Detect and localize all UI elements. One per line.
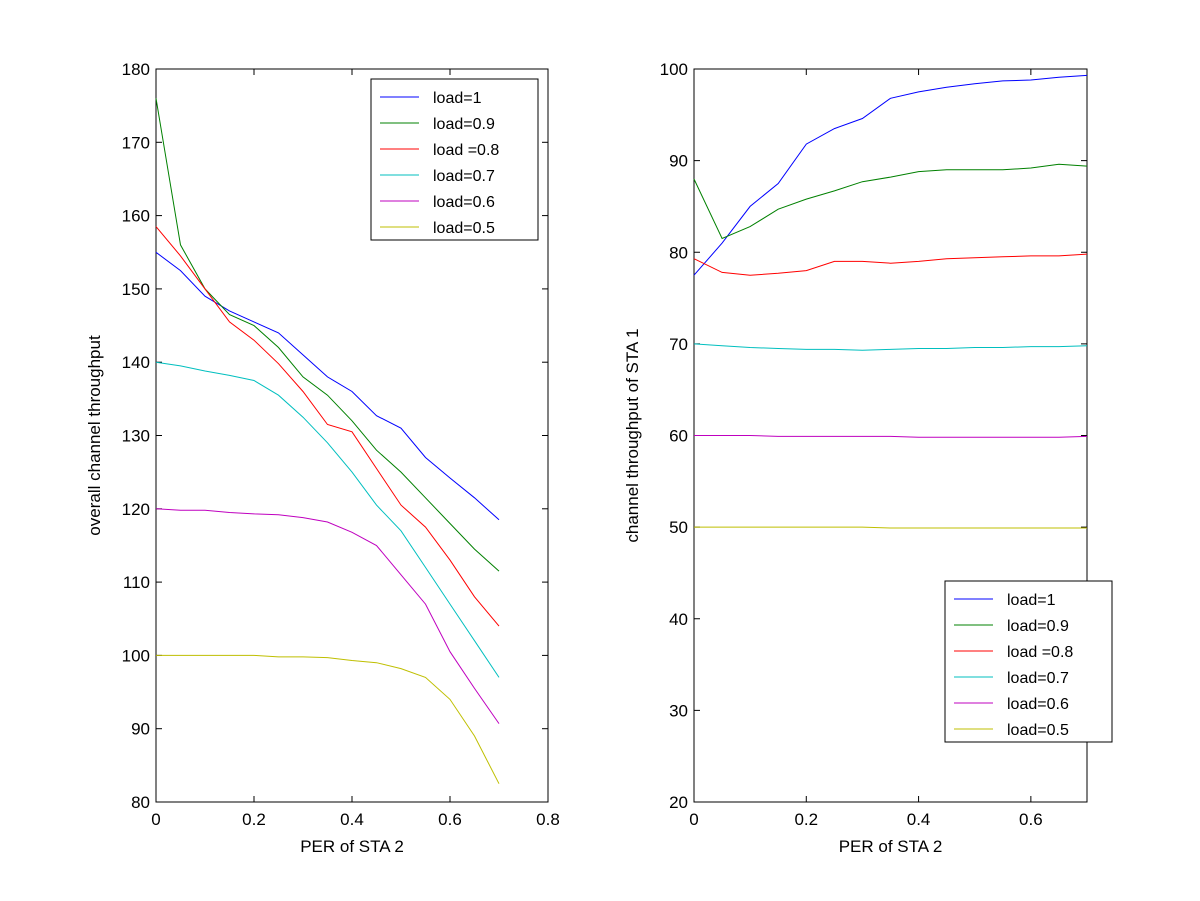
legend-entry-label: load=0.5 <box>433 220 495 237</box>
x-tick-label: 0.4 <box>340 810 364 829</box>
y-tick-label: 20 <box>669 793 688 812</box>
series-line-4 <box>155 361 500 678</box>
subplot-1: 0 0.2 0.4 0.6 0.8 80 90 100 110 120 130 140 150 160 17… <box>85 60 560 856</box>
x-tick-label: 0.6 <box>1019 810 1043 829</box>
legend-box <box>370 78 539 241</box>
y-tick-label: 100 <box>660 60 688 79</box>
y-tick-label: 40 <box>669 610 688 629</box>
legend-entry-label: load=0.7 <box>1007 670 1069 687</box>
legend-entry-label: load =0.8 <box>433 142 499 159</box>
y-tick-label: 60 <box>669 427 688 446</box>
x-tick-label: 0.8 <box>536 810 560 829</box>
legend-box <box>944 580 1113 743</box>
y-tick-label: 70 <box>669 335 688 354</box>
x-tick-label: 0.2 <box>242 810 266 829</box>
y-tick-label: 170 <box>122 133 150 152</box>
series-line-6 <box>156 654 500 784</box>
y-tick-label: 50 <box>669 518 688 537</box>
y-tick-label: 90 <box>669 152 688 171</box>
series-line-2 <box>693 163 1088 240</box>
legend: load=1 load=0.9 load =0.8 load=0.7 load=0.6 l… <box>370 78 539 241</box>
x-tick-label: 0.2 <box>794 810 818 829</box>
y-tick-label: 160 <box>122 207 150 226</box>
x-tick-label: 0.4 <box>907 810 931 829</box>
x-axis-label: PER of STA 2 <box>300 837 404 856</box>
x-tick-label: 0 <box>689 810 698 829</box>
legend-entry-label: load=0.5 <box>1007 722 1069 739</box>
legend: load=1 load=0.9 load =0.8 load=0.7 load=0.6 l… <box>944 580 1113 743</box>
series-line-1 <box>693 74 1088 276</box>
y-tick-label: 30 <box>669 701 688 720</box>
series-line-1 <box>155 251 500 521</box>
legend-entry-label: load=1 <box>433 90 482 107</box>
series-line-3 <box>155 226 500 627</box>
y-axis-label: overall channel throughput <box>85 335 104 536</box>
y-axis-label: channel throughput of STA 1 <box>623 328 642 542</box>
x-tick-label: 0.6 <box>438 810 462 829</box>
y-tick-label: 80 <box>131 793 150 812</box>
y-tick-label: 150 <box>122 280 150 299</box>
series-line-2 <box>155 98 500 572</box>
series-line-3 <box>693 253 1088 276</box>
legend-entry-label: load=1 <box>1007 592 1056 609</box>
y-tick-label: 140 <box>122 353 150 372</box>
legend-entry-label: load =0.8 <box>1007 644 1073 661</box>
y-tick-label: 90 <box>131 720 150 739</box>
legend-entry-label: load=0.6 <box>1007 696 1069 713</box>
series-line-6 <box>694 526 1087 529</box>
legend-entry-label: load=0.6 <box>433 194 495 211</box>
y-tick-label: 180 <box>122 60 150 79</box>
legend-entry-label: load=0.9 <box>433 116 495 133</box>
y-tick-label: 120 <box>122 500 150 519</box>
y-tick-label: 110 <box>123 573 150 592</box>
y-tick-label: 80 <box>669 243 688 262</box>
legend-entry-label: load=0.9 <box>1007 618 1069 635</box>
legend-entry-label: load=0.7 <box>433 168 495 185</box>
series-line-4 <box>693 343 1088 351</box>
series-line-5 <box>694 435 1088 438</box>
y-tick-label: 130 <box>122 427 150 446</box>
x-tick-label: 0 <box>151 810 160 829</box>
y-tick-label: 100 <box>122 646 150 665</box>
x-axis-label: PER of STA 2 <box>839 837 943 856</box>
series-line-5 <box>155 508 500 724</box>
subplot-2: 0 0.2 0.4 0.6 20 30 40 50 60 70 80 90 100 PER of STA … <box>623 60 1113 856</box>
